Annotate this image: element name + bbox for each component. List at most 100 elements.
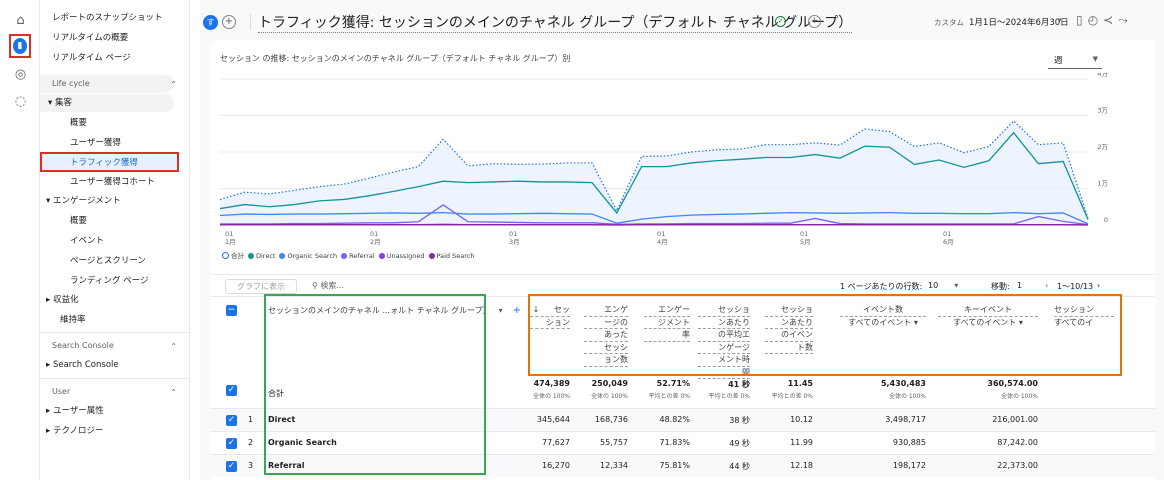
nav-item-events[interactable]: イベント	[70, 236, 105, 246]
granularity-select[interactable]: 週 ▼	[1048, 49, 1102, 69]
nav-item-traffic-acquisition[interactable]: トラフィック獲得	[40, 152, 179, 172]
nav-item-engagement-overview[interactable]: 概要	[70, 216, 88, 226]
metric-header[interactable]: エンゲー ジメント率	[644, 304, 690, 342]
channel-name[interactable]: Organic Search	[268, 438, 337, 447]
chart-title: セッション の推移: セッションのメインのチャネル グループ（デフォルト チャネ…	[220, 54, 571, 63]
nav-item-realtime-pages[interactable]: リアルタイム ページ	[52, 53, 131, 63]
row-checkbox[interactable]: ✓	[226, 415, 237, 426]
legend-swatch	[428, 253, 435, 259]
prev-page-icon[interactable]: ‹	[1045, 281, 1049, 290]
plot-rows-button[interactable]: グラフに表示	[225, 279, 297, 294]
nav-item-landing-page[interactable]: ランディング ページ	[70, 276, 149, 286]
customize-report-icon[interactable]: ▯	[1076, 13, 1088, 27]
search-placeholder: 検索...	[320, 281, 345, 290]
nav-item-realtime-overview[interactable]: リアルタイムの概要	[52, 33, 129, 43]
metric-header-line: ンあたり	[765, 317, 813, 329]
table-row[interactable]: ✓ 3 Referral 16,270 12,334 75.81% 44 秒 12.18 198…	[210, 454, 1155, 477]
sort-arrow-icon[interactable]: ↓	[532, 305, 540, 314]
metric-header[interactable]: イベント数 すべてのイベント ▾	[840, 304, 926, 328]
chevron-up-icon[interactable]: ⌃	[170, 80, 177, 89]
channel-name[interactable]: Referral	[268, 461, 305, 470]
section-search-console[interactable]: Search Console	[52, 341, 114, 350]
section-lifecycle[interactable]: Life cycle	[52, 79, 90, 88]
add-dimension-icon[interactable]: +	[512, 305, 522, 316]
table-row[interactable]: ✓ 2 Organic Search 77,627 55,757 71.83% 49 秒 11…	[210, 431, 1155, 454]
select-all-checkbox[interactable]: −	[226, 305, 237, 316]
total-value: 5,430,483	[880, 379, 926, 388]
add-button[interactable]: +	[808, 15, 821, 28]
dimension-column-annotation	[264, 294, 486, 475]
comparison-badge[interactable]: す	[203, 15, 218, 30]
nav-item-pages-screens[interactable]: ページとスクリーン	[70, 256, 146, 266]
cell-value: 44 秒	[729, 462, 750, 471]
nav-group-monetization[interactable]: ▸ 収益化	[46, 293, 78, 307]
cell-value: 77,627	[542, 438, 570, 447]
x-tick-month: 5月	[800, 238, 811, 246]
metric-header[interactable]: セッション すべてのイ	[1054, 304, 1114, 328]
date-range-label[interactable]: カスタム	[934, 18, 964, 27]
nav-group-technology[interactable]: ▸ テクノロジー	[46, 424, 103, 438]
cell-value: 75.81%	[659, 461, 690, 470]
nav-group-acquisition[interactable]: ▾ 集客	[48, 96, 72, 110]
compare-trend-icon[interactable]: ⤳	[1118, 13, 1133, 27]
legend-item[interactable]: Organic Search	[275, 252, 337, 260]
share-icon[interactable]: ≺	[1103, 13, 1119, 27]
total-value: 360,574.00	[987, 379, 1038, 388]
nav-item-user-acquisition-cohort[interactable]: ユーザー獲得コホート	[70, 177, 155, 187]
cell-value: 16,270	[542, 461, 570, 470]
table-row[interactable]: ✓ 1 Direct 345,644 168,736 48.82% 38 秒 10.12 3,4…	[210, 408, 1155, 431]
goto-input[interactable]: 1	[1017, 281, 1023, 290]
cell-value: 48.82%	[659, 415, 690, 424]
row-checkbox[interactable]: ✓	[226, 461, 237, 472]
check-circle-icon[interactable]: ✓	[775, 16, 786, 27]
insights-icon[interactable]: ◴	[1087, 13, 1104, 27]
home-icon[interactable]: ⌂	[16, 13, 25, 28]
nav-group-search-console[interactable]: ▸ Search Console	[46, 358, 119, 372]
total-value: 11.45	[787, 379, 813, 388]
metric-header[interactable]: セッショ ンあたり のイベン ト数	[765, 304, 813, 354]
row-checkbox[interactable]: ✓	[226, 438, 237, 449]
nav-item-snapshot[interactable]: レポートのスナップショット	[52, 13, 163, 23]
date-range-value[interactable]: 1月1日～2024年6月30日	[969, 18, 1069, 28]
legend-item[interactable]: Referral	[337, 252, 375, 260]
metric-header-line: ション	[530, 317, 570, 329]
metric-header[interactable]: セッショ ンあたり の平均エ ンゲージ メント時間	[698, 304, 750, 379]
table-search[interactable]: ⚲ 検索...	[312, 280, 344, 291]
caret-down-icon[interactable]: ▾	[791, 15, 795, 23]
channel-name[interactable]: Direct	[268, 415, 296, 424]
legend-swatch	[248, 253, 254, 259]
chevron-up-icon[interactable]: ⌃	[170, 388, 177, 397]
reports-nav-highlight[interactable]: ▮	[9, 34, 31, 58]
legend-item[interactable]: Paid Search	[425, 252, 474, 260]
metric-header-line: のイベン	[765, 329, 813, 342]
nav-group-engagement[interactable]: ▾ エンゲージメント	[46, 194, 121, 208]
section-user[interactable]: User	[52, 387, 71, 396]
nav-group-demographics[interactable]: ▸ ユーザー属性	[46, 404, 104, 418]
metric-header-line: セッショ	[765, 304, 813, 317]
reports-icon[interactable]: ▮	[13, 38, 27, 54]
nav-item-user-acquisition[interactable]: ユーザー獲得	[70, 138, 121, 148]
x-tick-day: 01	[225, 230, 233, 238]
cell-value: 345,644	[536, 415, 570, 424]
legend-item[interactable]: Unassigned	[375, 252, 425, 260]
rows-per-page-select[interactable]: 10 ▾	[928, 281, 958, 290]
metric-header[interactable]: セッ ション	[530, 304, 570, 329]
next-page-icon[interactable]: ›	[1097, 281, 1101, 290]
x-tick-month: 6月	[943, 238, 954, 246]
metric-header-line: 率	[644, 329, 690, 342]
advertising-icon[interactable]: ◌	[14, 94, 27, 109]
legend-item[interactable]: Direct	[244, 252, 275, 260]
total-subtext: 全体の 100%	[1000, 393, 1038, 400]
explore-icon[interactable]: ◎	[14, 67, 27, 82]
legend-item[interactable]: 合計	[222, 252, 244, 260]
total-area-fill	[220, 120, 1088, 225]
metric-header[interactable]: エンゲ ージの あった セッシ ョン数	[584, 304, 628, 367]
chevron-up-icon[interactable]: ⌃	[170, 342, 177, 351]
metric-header[interactable]: キーイベント すべてのイベント ▾	[938, 304, 1038, 328]
totals-checkbox[interactable]: ✓	[226, 385, 237, 396]
nav-item-acquisition-overview[interactable]: 概要	[70, 118, 88, 128]
nav-item-retention[interactable]: 維持率	[60, 315, 86, 325]
add-comparison-button[interactable]: +	[222, 15, 236, 29]
dimension-header[interactable]: セッションのメインのチャネル ...ォルト チャネル グループ） ▾ +	[268, 305, 521, 316]
date-range-dropdown-icon[interactable]: ▾	[1058, 16, 1062, 24]
